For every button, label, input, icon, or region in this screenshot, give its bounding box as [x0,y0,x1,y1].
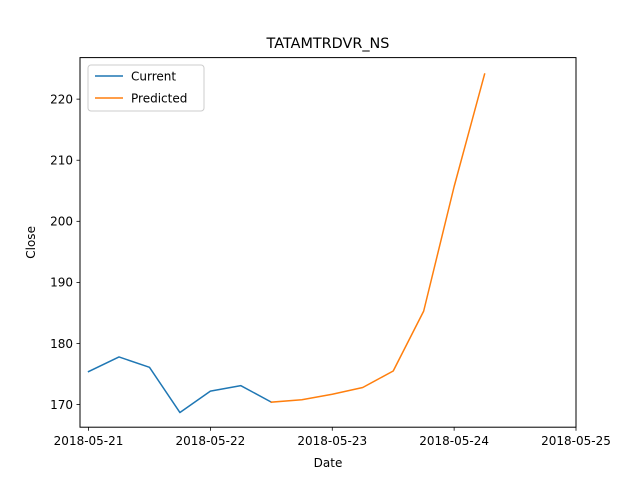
y-tick-label: 170 [50,398,73,412]
plot-series [87,73,486,414]
y-axis: 170 180 190 200 210 220 [50,92,80,412]
x-tick-label: 2018-05-23 [297,434,367,448]
series-line-predicted [270,73,486,403]
legend: Current Predicted [87,64,205,112]
y-axis-label: Close [24,226,38,259]
legend-label-current: Current [131,70,176,84]
series-line-current [87,356,273,414]
plot-area-frame [79,57,577,428]
x-tick-label: 2018-05-21 [54,434,124,448]
x-tick-label: 2018-05-25 [541,434,611,448]
y-tick-label: 220 [50,92,73,106]
x-tick-label: 2018-05-22 [176,434,246,448]
y-tick-label: 180 [50,337,73,351]
y-tick-label: 210 [50,154,73,168]
y-tick-label: 200 [50,215,73,229]
chart-title: TATAMTRDVR_NS [266,36,390,52]
x-axis-label: Date [314,456,343,470]
y-tick-label: 190 [50,276,73,290]
x-tick-label: 2018-05-24 [419,434,489,448]
x-axis: 2018-05-21 2018-05-22 2018-05-23 2018-05-24… [54,427,611,448]
legend-label-predicted: Predicted [131,92,187,106]
